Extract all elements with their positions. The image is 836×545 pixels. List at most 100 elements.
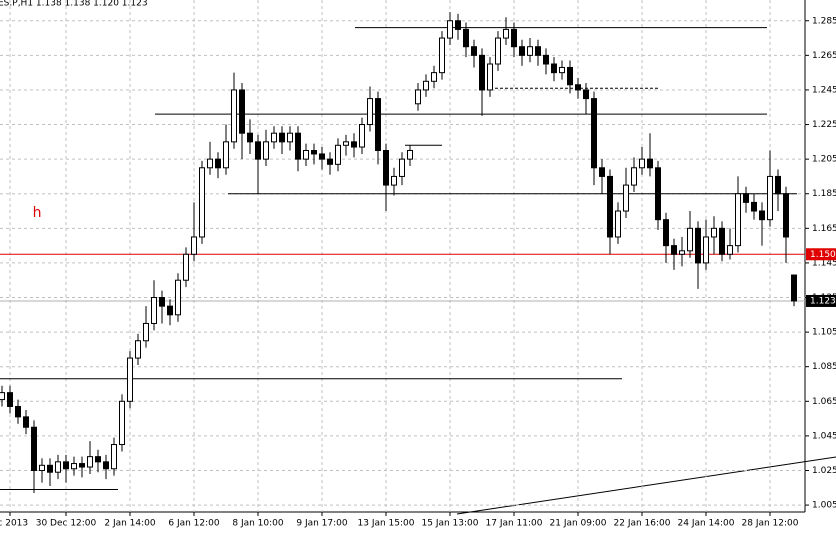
candle-body bbox=[263, 141, 269, 160]
candle-body bbox=[719, 227, 725, 255]
x-tick-label: 2 Jan 14:00 bbox=[104, 519, 156, 529]
candle-body bbox=[311, 149, 317, 155]
candle-body bbox=[599, 167, 605, 177]
candle-body bbox=[367, 98, 373, 126]
x-tick-label: 21 Jan 09:00 bbox=[550, 519, 607, 529]
candle-body bbox=[447, 20, 453, 39]
candle-body bbox=[87, 456, 93, 468]
candle-body bbox=[175, 279, 181, 316]
candle-body bbox=[543, 54, 549, 65]
candle-body bbox=[607, 175, 613, 238]
candle-body bbox=[271, 132, 277, 143]
x-tick-label: 13 Jan 15:00 bbox=[358, 519, 415, 529]
candle-body bbox=[15, 405, 21, 418]
trendline bbox=[456, 456, 836, 515]
candle-body bbox=[535, 46, 541, 56]
candle-body bbox=[127, 357, 133, 402]
y-tick-label: 1.165 bbox=[812, 224, 836, 234]
candle-body bbox=[775, 175, 781, 195]
candle-body bbox=[783, 193, 789, 238]
candle-body bbox=[743, 193, 749, 203]
candle-body bbox=[407, 149, 413, 160]
price-label: 1.150 bbox=[810, 250, 836, 260]
candle-body bbox=[191, 236, 197, 255]
candle-body bbox=[39, 464, 45, 471]
candle-body bbox=[359, 124, 365, 148]
y-tick-label: 1.265 bbox=[812, 51, 836, 61]
candle-body bbox=[31, 426, 37, 471]
candle-body bbox=[215, 158, 221, 169]
x-tick-label: 6 Jan 12:00 bbox=[168, 519, 220, 529]
x-tick-label: 15 Jan 13:00 bbox=[422, 519, 479, 529]
candle-body bbox=[415, 89, 421, 105]
candle-body bbox=[551, 63, 557, 74]
candle-body bbox=[767, 175, 773, 221]
candle-body bbox=[183, 253, 189, 281]
candle-body bbox=[463, 28, 469, 48]
y-tick-label: 1.065 bbox=[812, 397, 836, 407]
candle-body bbox=[703, 236, 709, 264]
candle-body bbox=[119, 400, 125, 446]
candle-body bbox=[519, 46, 525, 56]
candle-body bbox=[199, 167, 205, 238]
candle-body bbox=[647, 158, 653, 169]
candle-body bbox=[391, 175, 397, 186]
candle-body bbox=[23, 416, 29, 428]
candle-body bbox=[735, 193, 741, 247]
candle-body bbox=[439, 37, 445, 74]
y-tick-label: 1.185 bbox=[812, 189, 836, 199]
candle-body bbox=[7, 392, 13, 407]
candle-body bbox=[335, 144, 341, 165]
price-label-box bbox=[806, 294, 836, 307]
candle-body bbox=[247, 132, 253, 143]
x-tick-label: 9 Jan 17:00 bbox=[296, 519, 348, 529]
candle-body bbox=[695, 227, 701, 264]
candle-body bbox=[615, 210, 621, 238]
candle-body bbox=[255, 141, 261, 160]
candle-body bbox=[639, 158, 645, 169]
candle-body bbox=[167, 305, 173, 316]
candle-body bbox=[495, 37, 501, 65]
candle-body bbox=[431, 72, 437, 82]
candle-body bbox=[375, 98, 381, 151]
y-tick-label: 1.145 bbox=[812, 258, 836, 268]
candle-body bbox=[0, 392, 5, 401]
y-tick-label: 1.085 bbox=[812, 362, 836, 372]
candle-body bbox=[567, 66, 573, 86]
candle-body bbox=[79, 463, 85, 468]
x-tick-label: 24 Jan 14:00 bbox=[678, 519, 735, 529]
candle-body bbox=[423, 80, 429, 91]
candle-body bbox=[135, 340, 141, 359]
price-label: 1.123 bbox=[810, 296, 836, 306]
candle-body bbox=[111, 444, 117, 470]
candle-body bbox=[303, 149, 309, 160]
chart-title: ES.P,H1 1.138 1.138 1.120 1.123 bbox=[0, 0, 148, 9]
candle-body bbox=[207, 158, 213, 169]
candle-body bbox=[687, 227, 693, 252]
candle-body bbox=[223, 141, 229, 169]
candle-body bbox=[591, 98, 597, 169]
candle-body bbox=[791, 274, 797, 302]
candle-body bbox=[455, 20, 461, 30]
candle-body bbox=[351, 141, 357, 148]
x-tick-label: 22 Jan 16:00 bbox=[614, 519, 671, 529]
candle-body bbox=[95, 456, 101, 463]
annotation: h bbox=[33, 205, 42, 221]
candle-body bbox=[47, 464, 53, 473]
candle-body bbox=[471, 46, 477, 56]
candle-body bbox=[631, 167, 637, 186]
candle-body bbox=[655, 167, 661, 221]
candle-body bbox=[63, 461, 69, 470]
y-tick-label: 1.225 bbox=[812, 120, 836, 130]
candle-body bbox=[575, 84, 581, 91]
candle-body bbox=[231, 89, 237, 143]
candle-body bbox=[479, 54, 485, 91]
price-label-box bbox=[806, 248, 836, 261]
x-tick-label: 8 Jan 10:00 bbox=[232, 519, 284, 529]
candle-body bbox=[287, 132, 293, 143]
y-tick-label: 1.025 bbox=[812, 466, 836, 476]
y-tick-label: 1.205 bbox=[812, 155, 836, 165]
